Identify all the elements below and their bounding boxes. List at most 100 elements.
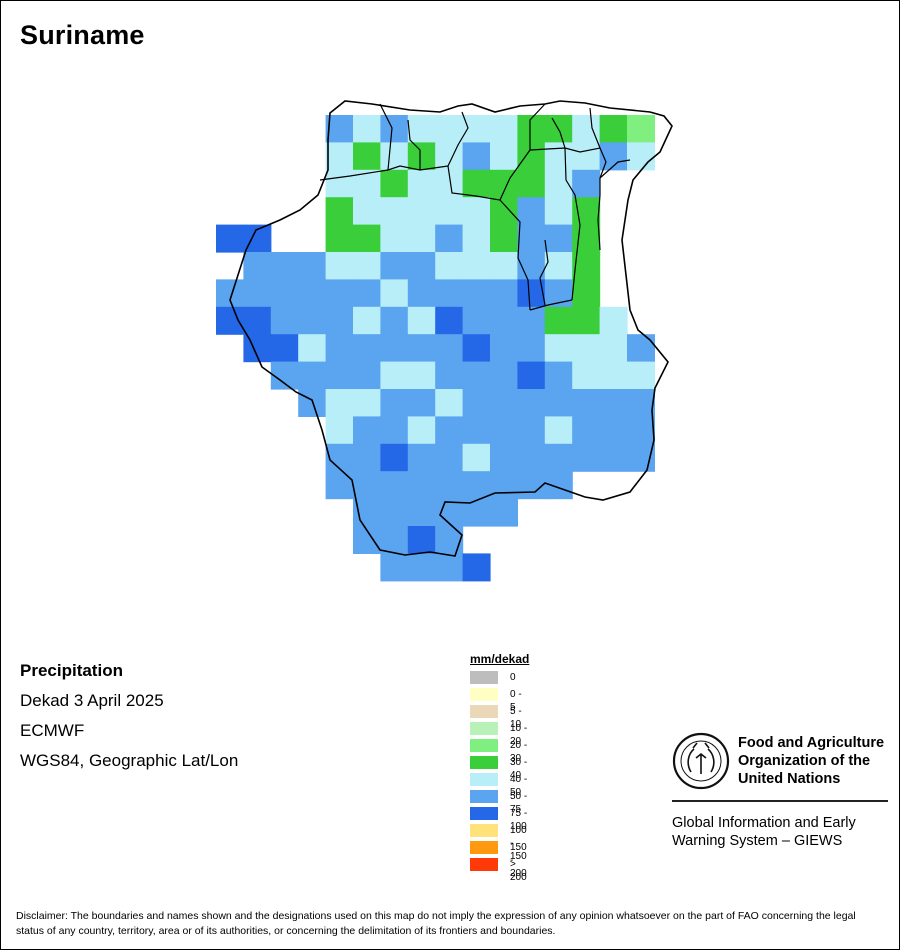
grid-cell [435,416,464,445]
grid-cell [298,306,327,335]
grid-cell [462,142,491,171]
grid-cell [572,142,601,171]
grid-cell [407,197,436,226]
grid-cell [407,224,436,253]
grid-cell [298,334,327,363]
district-line [551,117,566,149]
legend-swatch [470,671,498,684]
grid-cell [490,169,518,198]
legend-swatch [470,790,498,803]
grid-cell [627,142,655,171]
grid-cell [462,224,491,253]
grid-cell [627,361,655,390]
grid-cell [407,416,436,445]
legend-title: mm/dekad [470,652,530,666]
legend-swatch [470,841,498,854]
grid-cell [462,169,491,198]
grid-cell [407,361,436,390]
district-line [589,107,601,149]
grid-cell [270,279,299,308]
grid-cell [572,361,601,390]
grid-cell [353,306,381,335]
grid-cell [435,142,464,171]
grid-cell [490,389,518,417]
grid-cell [599,443,628,472]
precipitation-map [216,100,673,582]
grid-cell [407,115,436,143]
district-line [564,147,581,301]
grid-cell [353,197,381,226]
grid-cell [462,553,491,582]
legend-swatch [470,773,498,786]
grid-cell [544,389,573,417]
grid-cell [325,279,354,308]
grid-cell [462,471,491,500]
grid-cell [243,306,272,335]
grid-cell [325,334,354,363]
grid-cell [298,279,327,308]
grid-cell [462,416,491,445]
grid-cell [435,471,464,500]
grid-cell [462,279,491,308]
legend-label: 150 - 200 [510,842,527,879]
district-line [529,299,573,311]
legend-entry: 40 - 50 [470,773,529,798]
grid-cell [435,115,464,143]
legend-swatch [470,807,498,820]
grid-cell [544,142,573,171]
grid-cell [435,553,464,582]
grid-cell [517,389,546,417]
country-border [229,100,673,557]
grid-cell [298,252,327,280]
grid-cell [325,169,354,198]
grid-cell [490,306,518,335]
legend-label: 75 - 100 [510,808,528,832]
grid-cell [353,471,381,500]
grid-cell [380,443,409,472]
district-line [319,169,389,181]
grid-cell [435,361,464,390]
grid-cell [353,416,381,445]
grid-cell [380,115,409,143]
grid-cell [353,115,381,143]
grid-cell [380,389,409,417]
grid-cell [353,334,381,363]
grid-cell [435,389,464,417]
grid-cell [544,252,573,280]
grid-cell [627,416,655,445]
grid-cell [407,553,436,582]
legend-swatch [470,824,498,837]
grid-cell [407,334,436,363]
grid-cell [380,224,409,253]
grid-cell [380,279,409,308]
grid-cell [490,334,518,363]
grid-cell [517,334,546,363]
legend-entry: 0 - 5 [470,688,529,713]
grid-cell [435,306,464,335]
fao-divider [672,800,888,802]
grid-cell [462,334,491,363]
grid-cell [435,197,464,226]
grid-cell [325,197,354,226]
grid-cell [353,279,381,308]
legend-entry: > 200 [470,858,529,883]
grid-cell [216,279,244,308]
grid-cell [544,334,573,363]
legend-swatch [470,722,498,735]
grid-cell [353,361,381,390]
grid-cell [435,526,464,554]
grid-cell [517,471,546,500]
grid-cell [599,389,628,417]
legend-swatch [470,739,498,752]
legend-entry: 10 - 20 [470,722,529,747]
district-line [539,239,549,306]
grid-cell [380,334,409,363]
grid-cell [380,361,409,390]
legend-label: 0 [510,672,516,683]
district-line [379,103,449,171]
grid-cell [490,498,518,527]
grid-cell [353,224,381,253]
fao-name: Food and Agriculture Organization of the… [738,735,885,787]
grid-cell [270,334,299,363]
